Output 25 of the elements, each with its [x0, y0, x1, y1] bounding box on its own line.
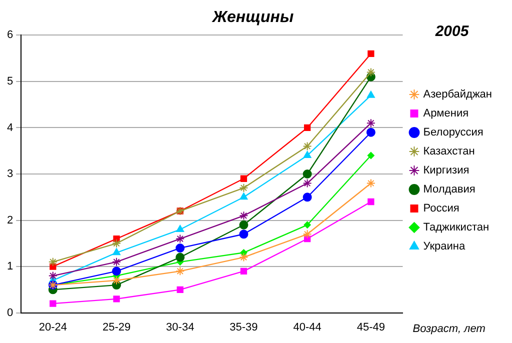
x-tick-label: 45-49 — [356, 321, 385, 334]
x-tick-label: 35-39 — [230, 321, 258, 334]
legend-label: Азербайджан — [423, 88, 492, 101]
legend-label: Армения — [423, 108, 469, 120]
x-tick-label: 30-34 — [166, 321, 194, 334]
legend-label: Белоруссия — [423, 126, 484, 139]
y-tick-label: 2 — [6, 214, 14, 226]
legend-label: Молдавия — [423, 184, 476, 196]
legend-label: Россия — [423, 202, 460, 215]
y-tick-label: 0 — [6, 306, 14, 319]
y-tick-label: 6 — [6, 29, 14, 42]
legend-label: Таджикистан — [423, 222, 490, 234]
legend-label: Украина — [423, 240, 466, 253]
legend-label: Казахстан — [423, 146, 475, 158]
y-tick-label: 3 — [6, 168, 14, 180]
legend-label: Киргизия — [423, 164, 470, 177]
y-tick-label: 5 — [6, 76, 14, 88]
chart-title: Женщины — [211, 9, 294, 26]
y-tick-label: 1 — [6, 260, 14, 273]
x-axis-title: Возраст, лет — [412, 322, 486, 335]
x-tick-label: 25-29 — [102, 321, 131, 334]
text: 2005 — [434, 23, 470, 40]
x-tick-label: 40-44 — [293, 321, 322, 334]
x-tick-label: 20-24 — [38, 321, 67, 334]
y-tick-label: 4 — [6, 122, 14, 134]
